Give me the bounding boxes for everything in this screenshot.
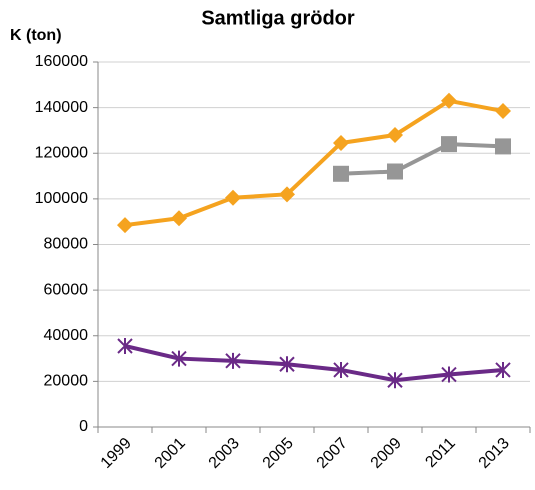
y-tick-label: 60000	[44, 281, 89, 298]
point	[279, 186, 295, 203]
point	[387, 372, 403, 389]
point	[333, 134, 349, 151]
y-tick-label: 40000	[44, 327, 89, 344]
y-tick-label: 140000	[35, 99, 88, 116]
x-tick-label: 2013	[476, 435, 513, 472]
x-tick-label: 2003	[206, 435, 243, 472]
point	[117, 338, 133, 355]
series-line	[340, 142, 504, 176]
x-tick-label: 2005	[260, 435, 297, 472]
x-tick-label: 2011	[422, 435, 458, 471]
y-axis-label: K (ton)	[10, 27, 62, 44]
x-tick-label: 1999	[98, 435, 135, 472]
point	[171, 210, 187, 227]
series-line	[124, 344, 504, 383]
y-tick-label: 160000	[35, 53, 88, 70]
point	[441, 366, 457, 383]
y-tick-label: 20000	[44, 373, 89, 390]
chart-title: Samtliga grödor	[201, 7, 355, 29]
y-tick-label: 80000	[44, 236, 89, 253]
point	[333, 165, 349, 182]
point	[117, 217, 133, 234]
point	[333, 361, 349, 378]
y-tick-label: 0	[79, 418, 88, 435]
point	[279, 356, 295, 373]
y-tick-label: 120000	[35, 144, 88, 161]
x-tick-label: 2009	[368, 435, 405, 472]
x-tick-label: 2001	[152, 435, 189, 472]
point	[441, 92, 457, 109]
point	[495, 103, 511, 120]
series-line	[124, 98, 504, 228]
point	[387, 163, 403, 180]
point	[225, 189, 241, 206]
point	[387, 127, 403, 143]
point	[225, 352, 241, 369]
x-tick-label: 2007	[314, 435, 351, 472]
point	[171, 350, 187, 367]
point	[495, 138, 511, 155]
point	[495, 361, 511, 378]
y-tick-label: 100000	[35, 190, 88, 207]
point	[441, 136, 457, 153]
